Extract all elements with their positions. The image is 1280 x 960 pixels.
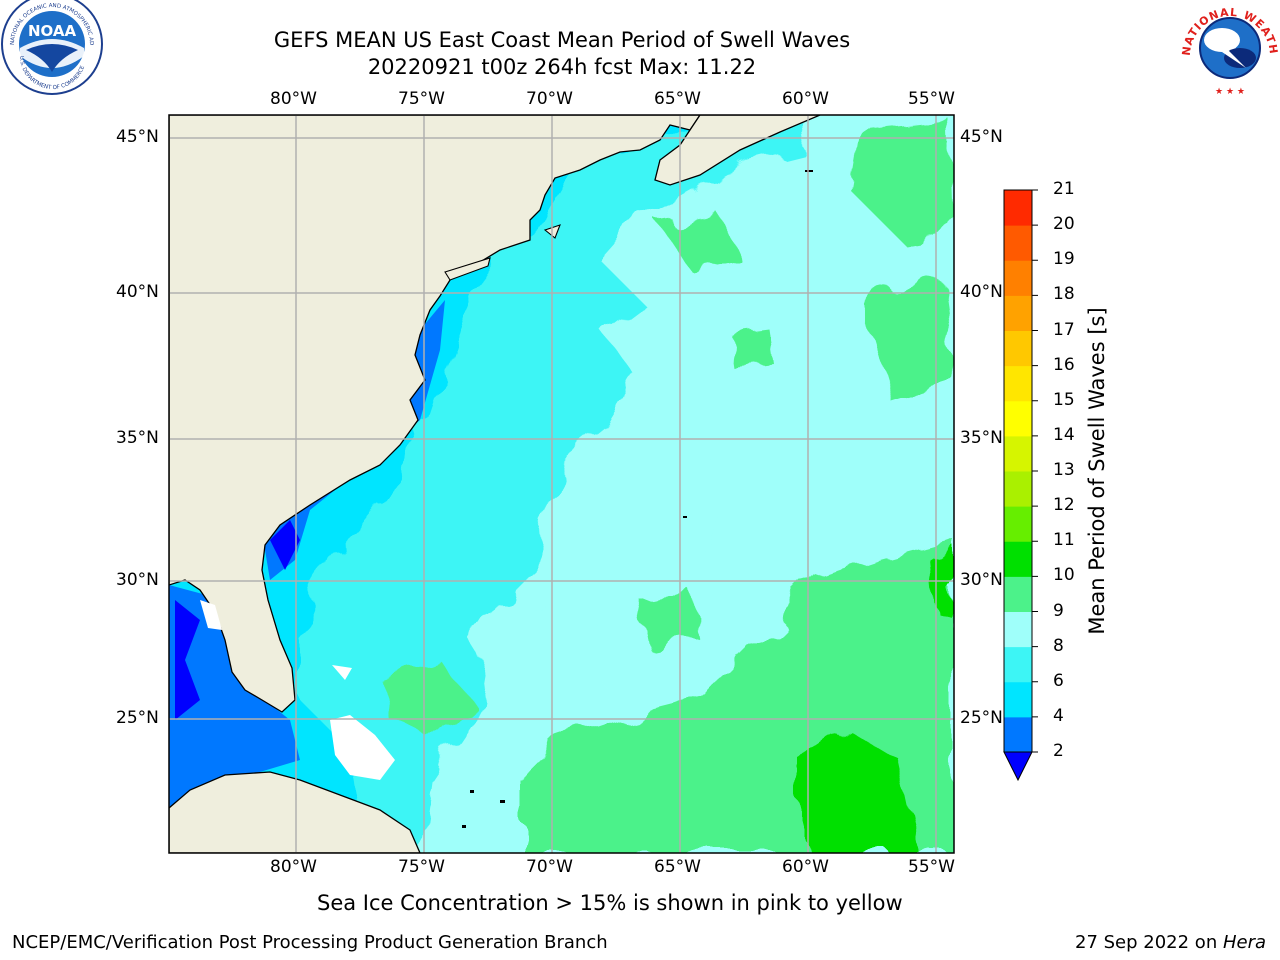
footer-host: Hera (1222, 932, 1266, 953)
colorbar-tick-label-15: 15 (1053, 389, 1075, 410)
colorbar-tick-label-19: 19 (1053, 249, 1075, 270)
lon-label-top-70w: 70°W (526, 89, 573, 109)
lon-label-top-60w: 60°W (782, 89, 829, 109)
colorbar-swatch-20-21 (1004, 190, 1032, 226)
land-north-america (169, 115, 701, 713)
colorbar-swatch-16-17 (1004, 330, 1032, 367)
lat-label-right-30n: 30°N (960, 570, 1003, 590)
colorbar-swatch-9-10 (1004, 576, 1032, 612)
colorbar-swatch-19-20 (1004, 225, 1032, 261)
colorbar (1003, 189, 1038, 782)
lon-label-bottom-60w: 60°W (782, 857, 829, 877)
colorbar-swatch-18-19 (1004, 260, 1032, 296)
colorbar-tick-label-6: 6 (1053, 670, 1064, 691)
lon-label-top-65w: 65°W (654, 89, 701, 109)
lat-label-right-45n: 45°N (960, 127, 1003, 147)
lon-label-bottom-65w: 65°W (654, 857, 701, 877)
lon-label-top-80w: 80°W (270, 89, 317, 109)
lon-label-bottom-55w: 55°W (908, 857, 955, 877)
svg-text:★ ★ ★: ★ ★ ★ (1215, 87, 1245, 97)
colorbar-tick-label-14: 14 (1053, 424, 1075, 445)
colorbar-swatch-14-15 (1004, 400, 1032, 437)
colorbar-swatch-13-14 (1004, 435, 1032, 472)
lat-label-left-40n: 40°N (116, 282, 159, 302)
colorbar-swatch-2-4 (1004, 716, 1032, 753)
lat-label-left-35n: 35°N (116, 428, 159, 448)
map-subtitle: 20220921 t00z 264h fcst Max: 11.22 (367, 55, 757, 79)
colorbar-tick-label-17: 17 (1053, 319, 1075, 340)
colorbar-tick-label-21: 21 (1053, 179, 1075, 199)
colorbar-tick-label-16: 16 (1053, 354, 1075, 375)
colorbar-tick-label-9: 9 (1053, 600, 1064, 621)
lat-label-left-45n: 45°N (116, 127, 159, 147)
colorbar-swatch-4-6 (1004, 681, 1032, 718)
lon-label-top-55w: 55°W (908, 89, 955, 109)
colorbar-tick-label-4: 4 (1053, 705, 1064, 726)
map-title: GEFS MEAN US East Coast Mean Period of S… (273, 28, 851, 52)
lat-label-left-30n: 30°N (116, 570, 159, 590)
map-frame (168, 114, 955, 854)
lat-label-left-25n: 25°N (116, 708, 159, 728)
colorbar-tick-label-8: 8 (1053, 635, 1064, 656)
colorbar-swatch-17-18 (1004, 295, 1032, 331)
colorbar-swatch-10-11 (1004, 541, 1032, 577)
footer-date-text: 27 Sep 2022 on (1075, 932, 1223, 953)
colorbar-tick-label-2: 2 (1053, 741, 1064, 761)
colorbar-tick-label-10: 10 (1053, 565, 1075, 586)
colorbar-under-extension (1003, 751, 1033, 782)
colorbar-swatch-15-16 (1004, 365, 1032, 402)
svg-text:NATIONAL WEATHER SERVICE: NATIONAL WEATHER SERVICE (0, 0, 1280, 56)
footer-date: 27 Sep 2022 on Hera (1075, 932, 1266, 953)
land-cuba (169, 771, 421, 853)
colorbar-tick-label-18: 18 (1053, 284, 1075, 305)
colorbar-label: Mean Period of Swell Waves [s] (1085, 307, 1109, 635)
lon-label-bottom-70w: 70°W (526, 857, 573, 877)
swell-period-field (169, 115, 954, 853)
lon-label-bottom-80w: 80°W (270, 857, 317, 877)
lon-label-bottom-75w: 75°W (398, 857, 445, 877)
graticule (169, 115, 954, 853)
lat-label-right-35n: 35°N (960, 428, 1003, 448)
colorbar-swatch-6-8 (1004, 646, 1032, 683)
colorbar-tick-label-13: 13 (1053, 460, 1075, 480)
noaa-logo-text: NOAA (28, 22, 77, 40)
lon-label-top-75w: 75°W (398, 89, 445, 109)
footer-branch: NCEP/EMC/Verification Post Processing Pr… (12, 932, 608, 953)
noaa-logo: NOAA NATIONAL OCEANIC AND ATMOSPHERIC AD… (0, 0, 103, 95)
nws-logo: NATIONAL WEATHER SERVICE ★ ★ ★ (0, 0, 1280, 97)
colorbar-tick-label-12: 12 (1053, 495, 1075, 516)
sea-ice-caption: Sea Ice Concentration > 15% is shown in … (317, 891, 903, 915)
colorbar-swatch-8-9 (1004, 611, 1032, 648)
nws-ring-text: NATIONAL WEATHER SERVICE (0, 0, 1279, 56)
colorbar-tick-label-20: 20 (1053, 214, 1075, 235)
lat-label-right-25n: 25°N (960, 708, 1003, 728)
colorbar-swatch-12-13 (1004, 471, 1032, 507)
colorbar-swatch-11-12 (1004, 506, 1032, 542)
field-2-4s (169, 585, 300, 810)
lat-label-right-40n: 40°N (960, 282, 1003, 302)
field-10-11s (800, 730, 920, 853)
colorbar-tick-label-11: 11 (1053, 530, 1075, 551)
